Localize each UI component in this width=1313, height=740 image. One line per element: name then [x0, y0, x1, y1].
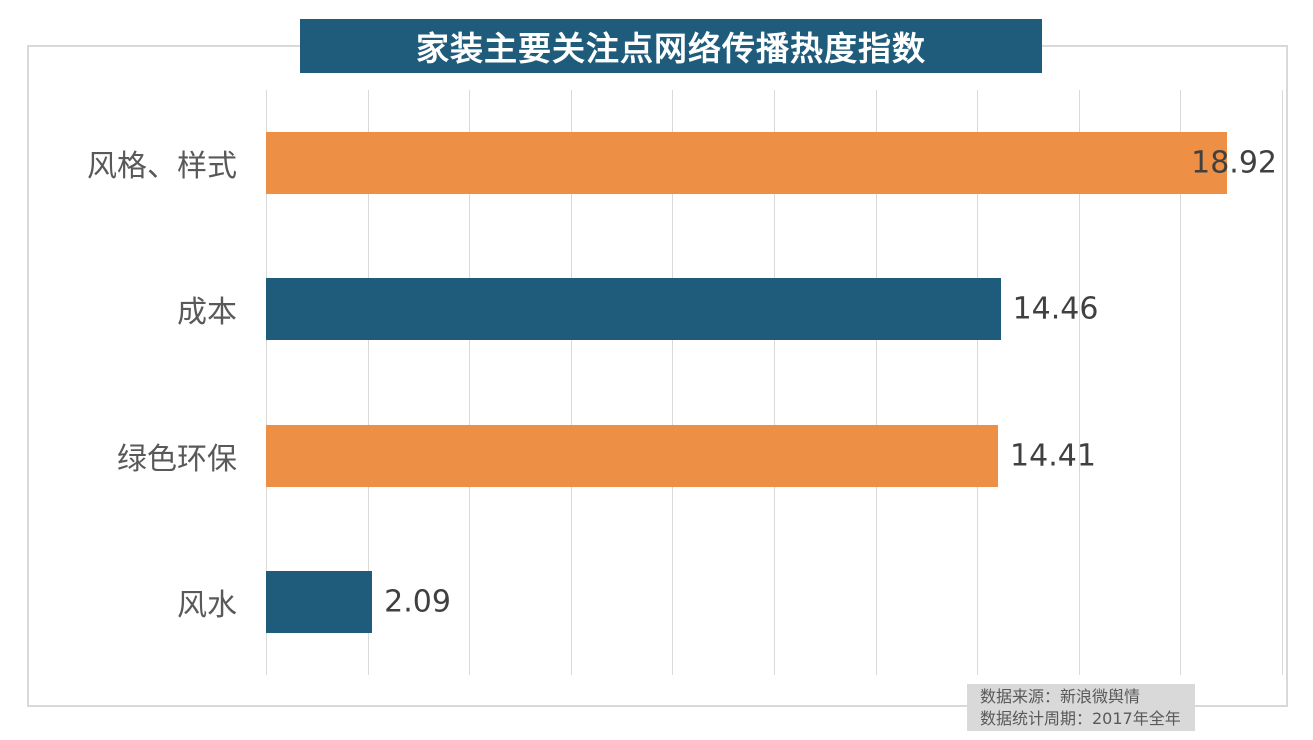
gridlines [266, 90, 1283, 675]
category-label: 风格、样式 [87, 149, 237, 185]
category-label: 风水 [177, 587, 237, 623]
value-label: 14.41 [1010, 438, 1096, 474]
gridline [1282, 90, 1283, 675]
gridline [977, 90, 979, 675]
gridline [469, 90, 471, 675]
plot-area: 18.92 14.46 14.41 2.09 [266, 90, 1283, 675]
gridline [367, 90, 369, 675]
bar-1 [266, 132, 1228, 194]
gridline [1180, 90, 1182, 675]
gridline [1078, 90, 1080, 675]
bar-row: 2.09 [266, 529, 1282, 675]
value-label: 2.09 [384, 584, 451, 620]
gridline [875, 90, 877, 675]
bar-2 [266, 278, 1001, 341]
category-label: 成本 [177, 295, 237, 331]
bar-row: 14.41 [266, 383, 1282, 529]
source-line-1: 数据来源：新浪微舆情 [980, 687, 1141, 706]
bar-row: 14.46 [266, 236, 1282, 382]
chart-title: 家装主要关注点网络传播热度指数 [416, 29, 926, 68]
source-line-2: 数据统计周期：2017年全年 [980, 709, 1181, 728]
category-axis: 风格、样式成本绿色环保风水 [27, 90, 237, 675]
source-note: 数据来源：新浪微舆情 数据统计周期：2017年全年 [967, 684, 1195, 731]
bar-row: 18.92 [266, 90, 1282, 236]
bar-4 [266, 570, 373, 633]
bar-3 [266, 424, 999, 487]
category-label: 绿色环保 [117, 441, 237, 477]
gridline [266, 90, 267, 675]
chart-title-box: 家装主要关注点网络传播热度指数 [300, 19, 1042, 73]
gridline [774, 90, 775, 675]
gridline [570, 90, 572, 675]
gridline [672, 90, 674, 675]
value-label: 18.92 [1191, 145, 1277, 181]
value-label: 14.46 [1012, 291, 1099, 327]
